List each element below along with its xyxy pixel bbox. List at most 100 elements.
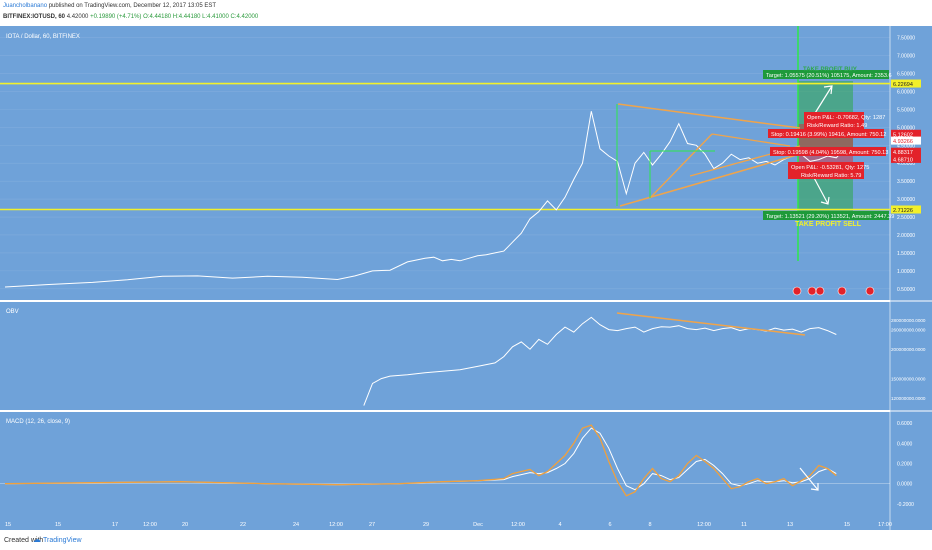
x-tick-label: 15	[844, 522, 850, 528]
author-link[interactable]: Juancholbanano	[3, 3, 48, 9]
obv-tick-label: 120000000.0000	[891, 396, 926, 401]
price-tick-label: 4.50000	[897, 143, 915, 149]
sell-pnl-label: Open P&L: -0.53281, Qty: 1275	[791, 165, 869, 171]
price-tick-label: 6.00000	[897, 89, 915, 95]
price-marker-box	[891, 129, 921, 138]
chart-canvas[interactable]: IOTA / Dollar, 60, BITFINEX OBV MACD (12…	[0, 26, 932, 530]
footer: Created with ☁ TradingView	[0, 530, 932, 550]
x-axis-ticks: 15 15 17 12:00 20 22 24 12:00 27 29 Dec 12:00 4 6 8 12:…	[5, 522, 892, 528]
macd-tick-label: 0.4000	[897, 441, 913, 447]
down-arrow-head	[820, 196, 830, 205]
tradingview-logo-icon[interactable]: ☁	[33, 535, 41, 544]
obv-tick-label: 260000000.0000	[891, 328, 926, 333]
ohlc-values: O:4.44180 H:4.44180 L:4.41000 C:4.42000	[143, 14, 259, 20]
obv-tick-label: 200000000.0000	[891, 347, 926, 352]
obv-tick-label: 280000000.0000	[891, 318, 926, 323]
x-tick-label: 17:00	[878, 522, 892, 528]
symbol-name: BITFINEX:IOTUSD, 60	[3, 14, 66, 20]
price-tick-label: 2.50000	[897, 215, 915, 221]
macd-tick-label: 0.0000	[897, 482, 913, 488]
macd-down-arrow-head	[810, 483, 819, 491]
price-marker-label: 5.12602	[893, 132, 913, 138]
sell-target-label-box	[763, 211, 889, 220]
sell-stop-label: Stop: 0.19598 (4.04%) 19598, Amount: 750…	[773, 150, 888, 156]
obv-tick-label: 150000000.0000	[891, 377, 926, 382]
x-tick-label: 6	[608, 522, 611, 528]
price-marker-label: 4.88317	[893, 150, 913, 156]
x-tick-label: 8	[648, 522, 651, 528]
obv-pane-title: OBV	[6, 309, 19, 315]
up-arrow-head	[823, 85, 833, 95]
price-marker-label: 4.68710	[893, 157, 913, 163]
price-pane-title: IOTA / Dollar, 60, BITFINEX	[6, 34, 80, 40]
chart-header: Juancholbanano published on TradingView.…	[0, 0, 932, 26]
macd-line	[4, 424, 837, 497]
tradingview-brand-link[interactable]: TradingView	[43, 537, 82, 544]
obv-scale-ticks: 280000000.0000 260000000.0000 200000000.00…	[891, 318, 926, 401]
sell-pnl-box	[788, 162, 864, 179]
level-price-label: 6.22694	[893, 82, 913, 88]
price-tick-label: 3.00000	[897, 197, 915, 203]
x-tick-label: Dec	[473, 522, 483, 528]
price-scale-ticks: 7.50000 7.00000 6.50000 6.00000 5.50000 5.000…	[897, 36, 915, 293]
sell-target-label: Target: 1.13521 (29.20%) 113521, Amount:…	[766, 214, 894, 220]
price-marker-box	[891, 147, 921, 156]
x-tick-label: 15	[55, 522, 61, 528]
price-tick-label: 3.50000	[897, 179, 915, 185]
buy-stop-label-box	[768, 129, 884, 138]
buy-pnl-label: Open P&L: -0.70682, Qty: 1287	[807, 115, 885, 121]
take-profit-buy-text: TAKE PROFIT BUY	[803, 67, 857, 73]
level-labels: 6.22694 2.71226	[891, 79, 921, 214]
event-icons[interactable]	[792, 286, 875, 296]
macd-pane[interactable]	[0, 412, 890, 516]
publish-info: published on TradingView.com, December 1…	[48, 3, 217, 9]
obv-pane[interactable]	[0, 302, 890, 410]
x-tick-label: 22	[240, 522, 246, 528]
x-tick-label: 12:00	[697, 522, 711, 528]
take-profit-sell-text: TAKE PROFIT SELL	[795, 221, 862, 228]
price-tick-label: 2.00000	[897, 233, 915, 239]
macd-tick-label: 0.2000	[897, 461, 913, 467]
x-tick-label: 20	[182, 522, 188, 528]
price-tick-label: 7.00000	[897, 54, 915, 60]
price-tick-label: 5.50000	[897, 107, 915, 113]
x-tick-label: 11	[741, 522, 747, 528]
x-tick-label: 4	[558, 522, 561, 528]
time-scale[interactable]	[0, 516, 932, 530]
macd-scale-ticks: 0.6000 0.4000 0.2000 0.0000 -0.2000	[897, 421, 914, 508]
sell-rr-label: Risk/Reward Ratio: 5.79	[801, 173, 861, 179]
inner-trendline-a[interactable]	[649, 133, 713, 199]
grid	[0, 37, 890, 290]
x-tick-label: 12:00	[329, 522, 343, 528]
price-scale[interactable]	[890, 26, 932, 530]
x-tick-label: 12:00	[511, 522, 525, 528]
x-tick-label: 12:00	[143, 522, 157, 528]
price-marker-box	[891, 136, 921, 145]
x-tick-label: 15	[5, 522, 11, 528]
symbol-line: BITFINEX:IOTUSD, 60 4.42000 +0.19890 (+4…	[3, 14, 258, 20]
publish-line: Juancholbanano published on TradingView.…	[3, 3, 216, 9]
buy-target-label: Target: 1.05575 (20.51%) 105175, Amount:…	[766, 73, 892, 79]
price-tick-label: 6.50000	[897, 71, 915, 77]
x-tick-label: 29	[423, 522, 429, 528]
price-marker-box	[891, 154, 921, 163]
x-tick-label: 24	[293, 522, 299, 528]
x-tick-label: 17	[112, 522, 118, 528]
x-tick-label: 27	[369, 522, 375, 528]
price-change: +0.19890 (+4.71%)	[90, 14, 142, 20]
price-tick-label: 1.00000	[897, 269, 915, 275]
price-pane[interactable]	[0, 26, 890, 300]
sell-stop-label-box	[770, 147, 886, 156]
macd-down-arrow	[799, 467, 819, 491]
triangle-upper-trendline[interactable]	[617, 103, 801, 129]
x-tick-label: 13	[787, 522, 793, 528]
created-with-text: Created with	[4, 537, 44, 544]
level-price-box	[891, 205, 921, 214]
price-series-line	[4, 111, 846, 288]
last-price: 4.42000	[66, 14, 89, 20]
obv-trendline[interactable]	[616, 312, 806, 336]
inner-trendline-c[interactable]	[711, 133, 791, 147]
buy-pnl-box	[804, 112, 864, 129]
price-marker-label: 4.93266	[893, 139, 913, 145]
